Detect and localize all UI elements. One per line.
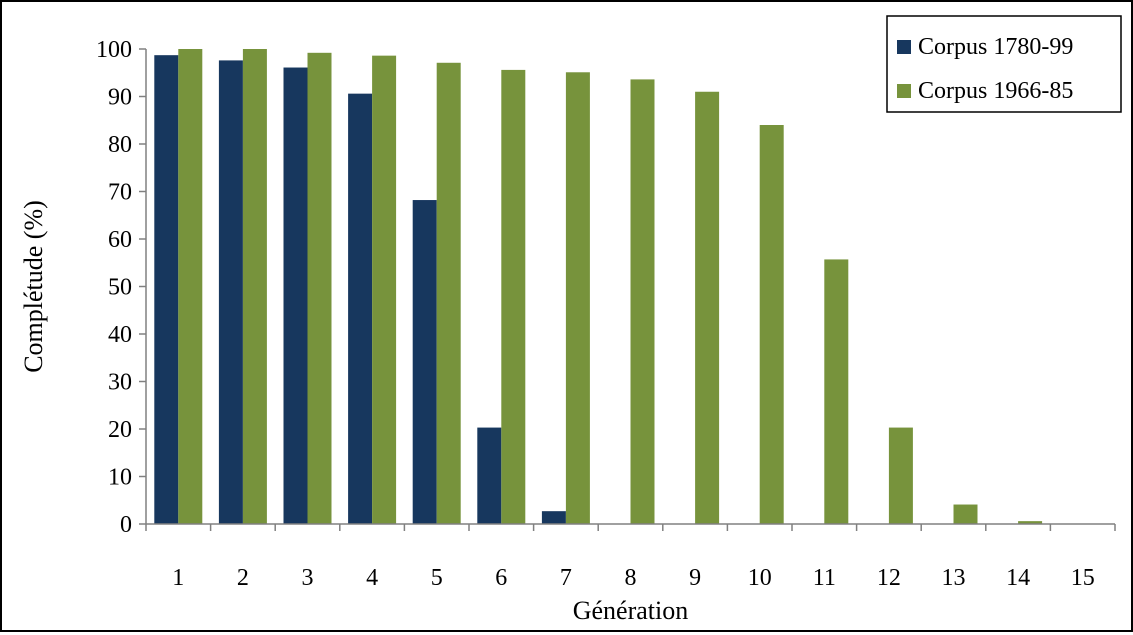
- bar-series-2: [372, 56, 396, 524]
- legend-label-corpus-1780-99: Corpus 1780-99: [918, 34, 1073, 60]
- x-tick-label: 6: [495, 565, 507, 591]
- x-tick-label: 1: [172, 565, 184, 591]
- legend-swatch-corpus-1780-99: [897, 40, 911, 54]
- x-tick-label: 10: [748, 565, 772, 591]
- y-tick-label: 50: [108, 275, 132, 301]
- legend-swatch-corpus-1966-85: [897, 84, 911, 98]
- y-tick-label: 70: [108, 180, 132, 206]
- x-tick-label: 4: [366, 565, 378, 591]
- bar-series-2: [760, 125, 784, 524]
- y-tick-label: 100: [96, 37, 132, 63]
- y-axis-ticks: 0 10 20 30 40 50 60 70 80 90 100: [96, 37, 146, 538]
- bar-series-2: [824, 259, 848, 524]
- y-tick-label: 60: [108, 227, 132, 253]
- bar-series-1: [284, 68, 308, 524]
- x-tick-label: 11: [813, 565, 836, 591]
- x-tick-label: 8: [625, 565, 637, 591]
- bar-series-2: [243, 49, 267, 524]
- x-axis-title: Génération: [573, 596, 689, 625]
- bar-series-2: [889, 428, 913, 524]
- y-tick-label: 80: [108, 132, 132, 158]
- bar-series-1: [542, 511, 566, 524]
- x-tick-label: 13: [942, 565, 966, 591]
- bar-series-2: [954, 505, 978, 524]
- x-tick-label: 3: [302, 565, 314, 591]
- x-tick-label: 15: [1071, 565, 1095, 591]
- legend: Corpus 1780-99 Corpus 1966-85: [887, 16, 1121, 112]
- y-tick-label: 90: [108, 85, 132, 111]
- x-tick-label: 7: [560, 565, 572, 591]
- x-tick-label: 2: [237, 565, 249, 591]
- y-tick-label: 20: [108, 417, 132, 443]
- bar-series-1: [154, 55, 178, 524]
- bar-series-2: [501, 70, 525, 524]
- bar-series-2: [178, 49, 202, 524]
- y-tick-label: 40: [108, 322, 132, 348]
- x-tick-label: 9: [689, 565, 701, 591]
- bar-series-2: [437, 63, 461, 524]
- bar-series-2: [631, 79, 655, 524]
- x-tick-label: 14: [1006, 565, 1030, 591]
- bars: [154, 49, 1106, 524]
- y-tick-label: 10: [108, 465, 132, 491]
- y-axis-title: Complétude (%): [19, 200, 48, 373]
- x-tick-label: 12: [877, 565, 901, 591]
- bar-series-1: [413, 200, 437, 524]
- bar-series-2: [308, 53, 332, 524]
- bar-series-2: [566, 72, 590, 524]
- bar-series-1: [477, 428, 501, 524]
- x-tick-label: 5: [431, 565, 443, 591]
- legend-label-corpus-1966-85: Corpus 1966-85: [918, 78, 1073, 104]
- bar-series-2: [695, 92, 719, 524]
- bar-series-1: [219, 60, 243, 524]
- bar-series-1: [348, 94, 372, 524]
- y-tick-label: 0: [120, 512, 132, 538]
- y-tick-label: 30: [108, 370, 132, 396]
